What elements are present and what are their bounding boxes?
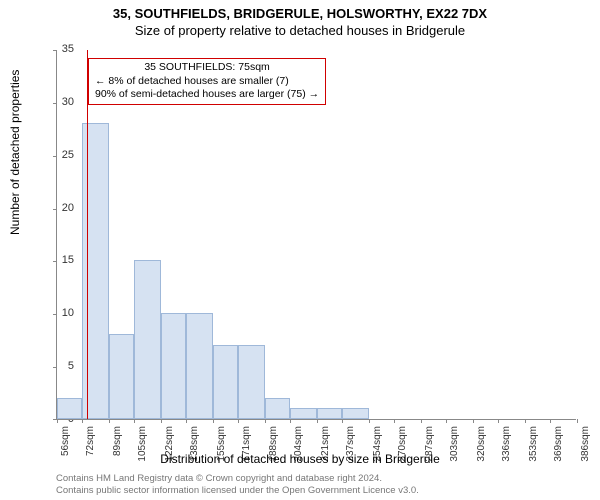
footer-line-1: Contains HM Land Registry data © Crown c… bbox=[56, 473, 419, 484]
x-tick-mark bbox=[57, 419, 58, 423]
annotation-line-2: ← 8% of detached houses are smaller (7) bbox=[95, 75, 319, 89]
x-tick-mark bbox=[342, 419, 343, 423]
x-tick-mark bbox=[525, 419, 526, 423]
x-tick-mark bbox=[394, 419, 395, 423]
x-tick-mark bbox=[265, 419, 266, 423]
y-axis-label: Number of detached properties bbox=[8, 70, 22, 235]
annotation-line-1: 35 SOUTHFIELDS: 75sqm bbox=[95, 61, 319, 75]
chart-plot-area bbox=[56, 50, 576, 420]
annotation-line-3: 90% of semi-detached houses are larger (… bbox=[95, 88, 319, 102]
chart-title-subtitle: Size of property relative to detached ho… bbox=[0, 21, 600, 38]
y-tick-mark bbox=[53, 103, 57, 104]
histogram-bar bbox=[265, 398, 290, 419]
histogram-bar bbox=[57, 398, 82, 419]
y-tick-mark bbox=[53, 50, 57, 51]
y-tick-mark bbox=[53, 314, 57, 315]
x-tick-mark bbox=[109, 419, 110, 423]
x-tick-mark bbox=[421, 419, 422, 423]
y-tick-mark bbox=[53, 209, 57, 210]
x-tick-mark bbox=[577, 419, 578, 423]
x-tick-mark bbox=[317, 419, 318, 423]
y-tick-mark bbox=[53, 156, 57, 157]
footer-line-2: Contains public sector information licen… bbox=[56, 485, 419, 496]
x-tick-mark bbox=[290, 419, 291, 423]
histogram-bar bbox=[317, 408, 342, 419]
histogram-bar bbox=[161, 313, 186, 419]
histogram-bar bbox=[109, 334, 134, 419]
histogram-bar bbox=[134, 260, 161, 419]
chart-title-address: 35, SOUTHFIELDS, BRIDGERULE, HOLSWORTHY,… bbox=[0, 0, 600, 21]
y-tick-mark bbox=[53, 367, 57, 368]
histogram-bar bbox=[213, 345, 238, 419]
histogram-bar bbox=[186, 313, 213, 419]
x-tick-mark bbox=[134, 419, 135, 423]
property-marker-line bbox=[87, 50, 88, 419]
histogram-bar bbox=[342, 408, 369, 419]
x-tick-mark bbox=[186, 419, 187, 423]
x-tick-mark bbox=[550, 419, 551, 423]
x-tick-mark bbox=[82, 419, 83, 423]
x-axis-label: Distribution of detached houses by size … bbox=[0, 452, 600, 466]
y-tick-mark bbox=[53, 261, 57, 262]
plot-region bbox=[56, 50, 576, 420]
footer-attribution: Contains HM Land Registry data © Crown c… bbox=[56, 473, 419, 496]
x-tick-mark bbox=[446, 419, 447, 423]
x-tick-mark bbox=[213, 419, 214, 423]
x-tick-mark bbox=[238, 419, 239, 423]
x-tick-mark bbox=[473, 419, 474, 423]
marker-annotation-box: 35 SOUTHFIELDS: 75sqm ← 8% of detached h… bbox=[88, 58, 326, 105]
x-tick-mark bbox=[498, 419, 499, 423]
histogram-bar bbox=[290, 408, 317, 419]
x-tick-mark bbox=[369, 419, 370, 423]
histogram-bar bbox=[238, 345, 265, 419]
x-tick-mark bbox=[161, 419, 162, 423]
